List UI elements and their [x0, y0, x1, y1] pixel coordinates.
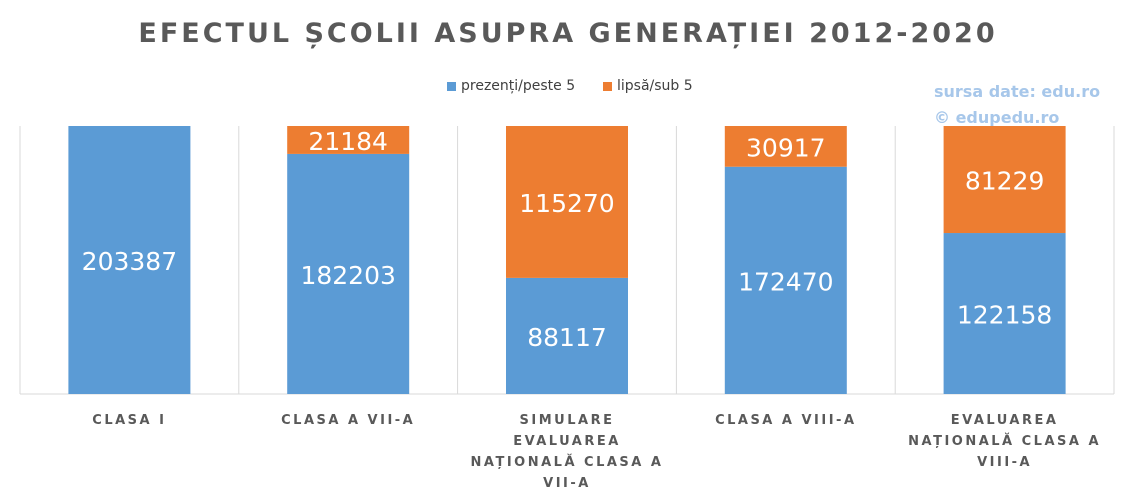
- copyright-credit: © edupedu.ro: [934, 108, 1060, 127]
- chart-title: EFECTUL ȘCOLII ASUPRA GENERAȚIEI 2012-20…: [138, 18, 998, 49]
- bar-segment-prezenti: [943, 233, 1066, 394]
- x-tick-label: CLASA A VII-A: [281, 413, 416, 428]
- bar-segment-lipsa: [287, 126, 410, 154]
- legend-swatch-orange: [603, 81, 612, 91]
- data-label: 122158: [957, 301, 1052, 330]
- data-label: 115270: [519, 189, 614, 218]
- bar-segment-prezenti: [287, 153, 410, 394]
- x-tick-label: SIMULARE EVALUAREA NAȚIONALĂ CLASA A VII…: [470, 413, 664, 491]
- bar-segment-lipsa: [506, 126, 628, 278]
- source-credit: sursa date: edu.ro: [934, 82, 1101, 101]
- bar-segment-lipsa: [724, 126, 847, 167]
- legend-label-lipsa: lipsă/sub 5: [617, 78, 693, 94]
- bar-segment-prezenti: [724, 166, 847, 394]
- legend-swatch-blue: [447, 81, 456, 91]
- data-label: 30917: [746, 133, 826, 162]
- bar-segment-prezenti: [506, 277, 628, 394]
- data-label: 182203: [300, 261, 395, 290]
- x-tick-label: EVALUAREA NAȚIONALĂ CLASA A VIII-A: [908, 413, 1102, 470]
- bar-segment-prezenti: [68, 126, 191, 394]
- x-tick-label: CLASA I: [92, 413, 167, 428]
- bar-segment-lipsa: [943, 126, 1066, 234]
- legend-item-prezenti: prezenți/peste 5: [447, 78, 575, 94]
- data-label: 203387: [82, 247, 177, 276]
- x-tick-label: CLASA A VIII-A: [715, 413, 857, 428]
- data-label: 21184: [308, 127, 388, 156]
- legend-label-prezenti: prezenți/peste 5: [461, 78, 576, 94]
- data-label: 81229: [965, 167, 1045, 196]
- data-label: 172470: [738, 267, 833, 296]
- legend-item-lipsa: lipsă/sub 5: [603, 78, 693, 94]
- data-label: 88117: [527, 323, 607, 352]
